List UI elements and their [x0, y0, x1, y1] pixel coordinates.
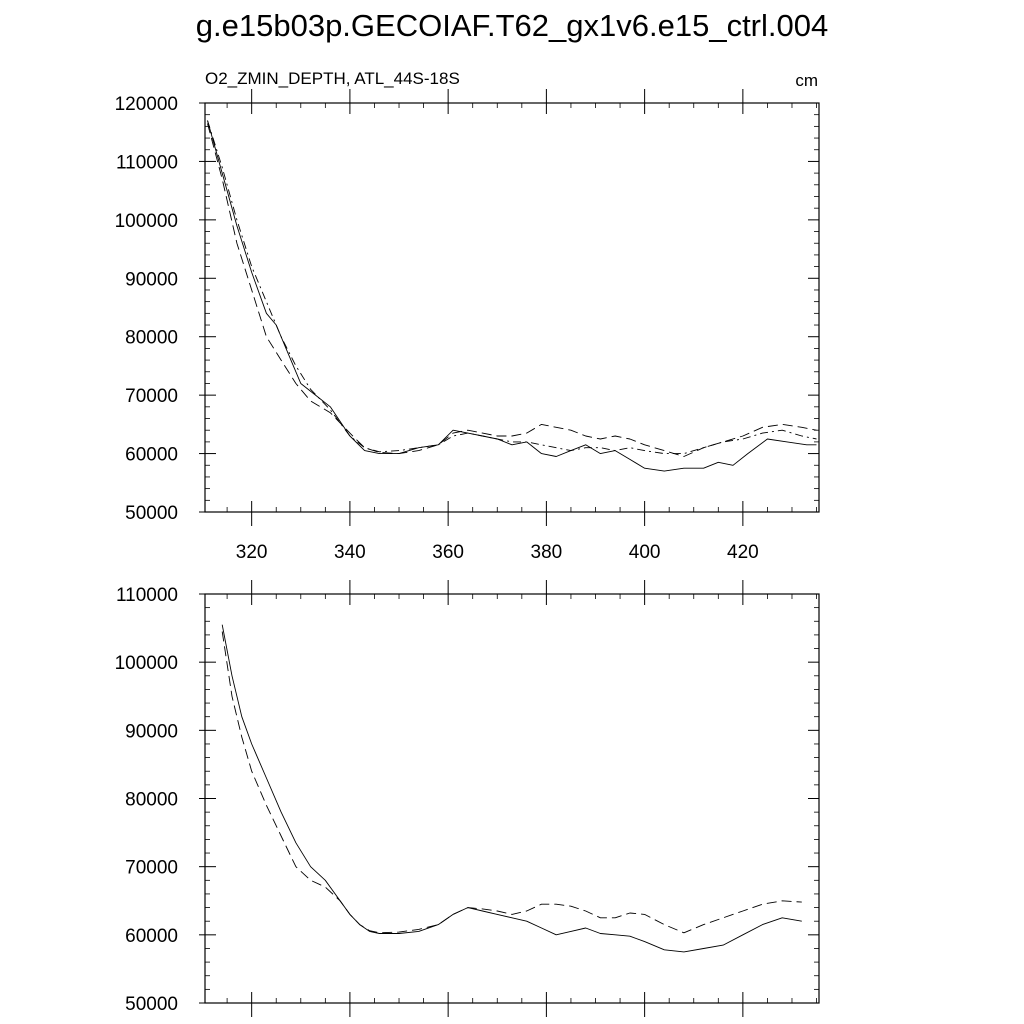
top-y-tick-label: 80000: [125, 328, 178, 349]
top-chart: O2_ZMIN_DEPTH, ATL_44S-18S cm 50000 60000…: [115, 69, 820, 563]
figure-title: g.e15b03p.GECOIAF.T62_gx1v6.e15_ctrl.004: [195, 8, 829, 43]
top-y-tick-label: 120000: [115, 94, 178, 115]
bottom-y-tick-label: 100000: [115, 653, 178, 674]
top-y-tick-label: 90000: [125, 269, 178, 290]
top-series-dashed: [207, 123, 817, 457]
top-plot-frame: [204, 102, 820, 513]
bottom-y-tick-label: 70000: [125, 858, 178, 879]
top-x-tick-label: 320: [236, 542, 268, 563]
top-x-tick-label: 400: [629, 542, 661, 563]
bottom-y-tick-label: 80000: [125, 790, 178, 811]
bottom-chart: 50000 60000 70000 80000 90000 100000 110000: [115, 580, 820, 1017]
top-y-tick-label: 50000: [125, 503, 178, 524]
top-chart-units-label: cm: [795, 71, 818, 90]
bottom-y-tick-label: 110000: [116, 585, 178, 606]
top-x-tick-label: 340: [334, 542, 366, 563]
bottom-y-tick-label: 50000: [125, 994, 178, 1015]
top-x-tick-label: 360: [432, 542, 464, 563]
top-y-tick-label: 70000: [125, 386, 178, 407]
top-y-tick-label: 100000: [115, 211, 178, 232]
top-x-tick-label: 380: [531, 542, 563, 563]
bottom-series-dashed: [221, 631, 802, 934]
top-chart-variable-label: O2_ZMIN_DEPTH, ATL_44S-18S: [205, 69, 460, 88]
top-x-tick-label: 420: [727, 542, 759, 563]
bottom-plot-frame: [204, 593, 820, 1004]
bottom-y-tick-label: 60000: [125, 926, 178, 947]
top-y-tick-label: 60000: [125, 445, 178, 466]
top-y-tick-label: 110000: [116, 152, 178, 173]
bottom-series-solid: [221, 624, 802, 953]
top-series-solid: [207, 120, 817, 472]
top-series-dash-dot: [207, 120, 817, 455]
bottom-y-tick-label: 90000: [125, 721, 178, 742]
